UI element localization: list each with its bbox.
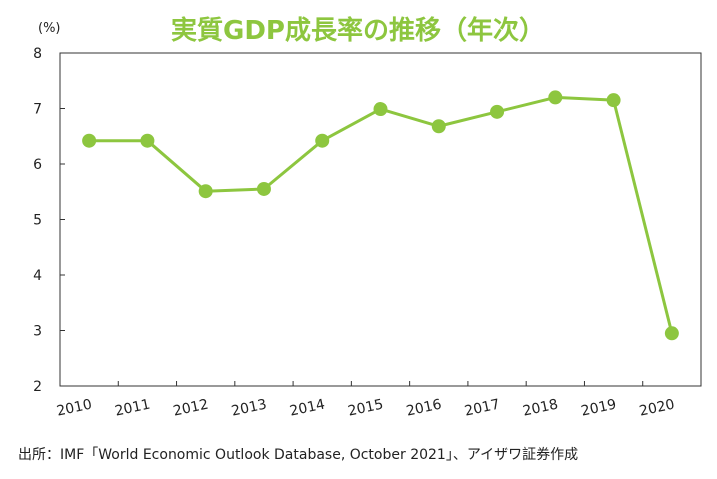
- y-tick-label: 7: [33, 102, 42, 118]
- data-point: [431, 119, 446, 134]
- series-line: [89, 95, 674, 334]
- x-tick-label: 2020: [638, 397, 676, 420]
- y-tick-label: 3: [33, 324, 42, 340]
- data-point: [140, 133, 155, 148]
- y-axis-unit: (%): [38, 21, 61, 36]
- x-tick-label: 2019: [580, 397, 618, 420]
- data-point: [373, 102, 388, 117]
- x-tick-label: 2016: [405, 397, 443, 420]
- x-tick-label: 2017: [463, 397, 501, 420]
- data-point: [256, 181, 271, 196]
- series-group: [82, 90, 679, 341]
- y-tick-label: 8: [33, 46, 42, 62]
- line-chart: 実質GDP成長率の推移（年次） (%) 2 3 4 5 6 7 8 2010 2011 2012…: [33, 15, 702, 420]
- y-axis: 2 3 4 5 6 7 8: [33, 46, 65, 395]
- data-point: [664, 326, 679, 341]
- x-tick-label: 2014: [288, 397, 326, 420]
- x-tick-label: 2013: [230, 397, 268, 420]
- x-tick-label: 2010: [55, 397, 93, 420]
- x-tick-label: 2012: [172, 397, 210, 420]
- data-point: [82, 133, 97, 148]
- y-tick-label: 6: [33, 157, 42, 173]
- y-tick-label: 4: [33, 268, 42, 284]
- y-tick-label: 5: [33, 213, 42, 229]
- x-axis: 2010 2011 2012 2013 2014 2015 2016 2017 2018 2019…: [55, 381, 676, 420]
- source-note: 出所：IMF「World Economic Outlook Database, …: [18, 447, 579, 463]
- data-point: [490, 104, 505, 119]
- data-point: [198, 184, 213, 199]
- chart-title: 実質GDP成長率の推移（年次）: [171, 15, 545, 46]
- x-tick-label: 2018: [521, 397, 559, 420]
- y-tick-label: 2: [33, 379, 42, 395]
- data-point: [315, 133, 330, 148]
- x-tick-label: 2015: [347, 397, 385, 420]
- x-tick-label: 2011: [113, 397, 151, 420]
- data-point: [548, 90, 563, 105]
- data-point: [606, 93, 621, 108]
